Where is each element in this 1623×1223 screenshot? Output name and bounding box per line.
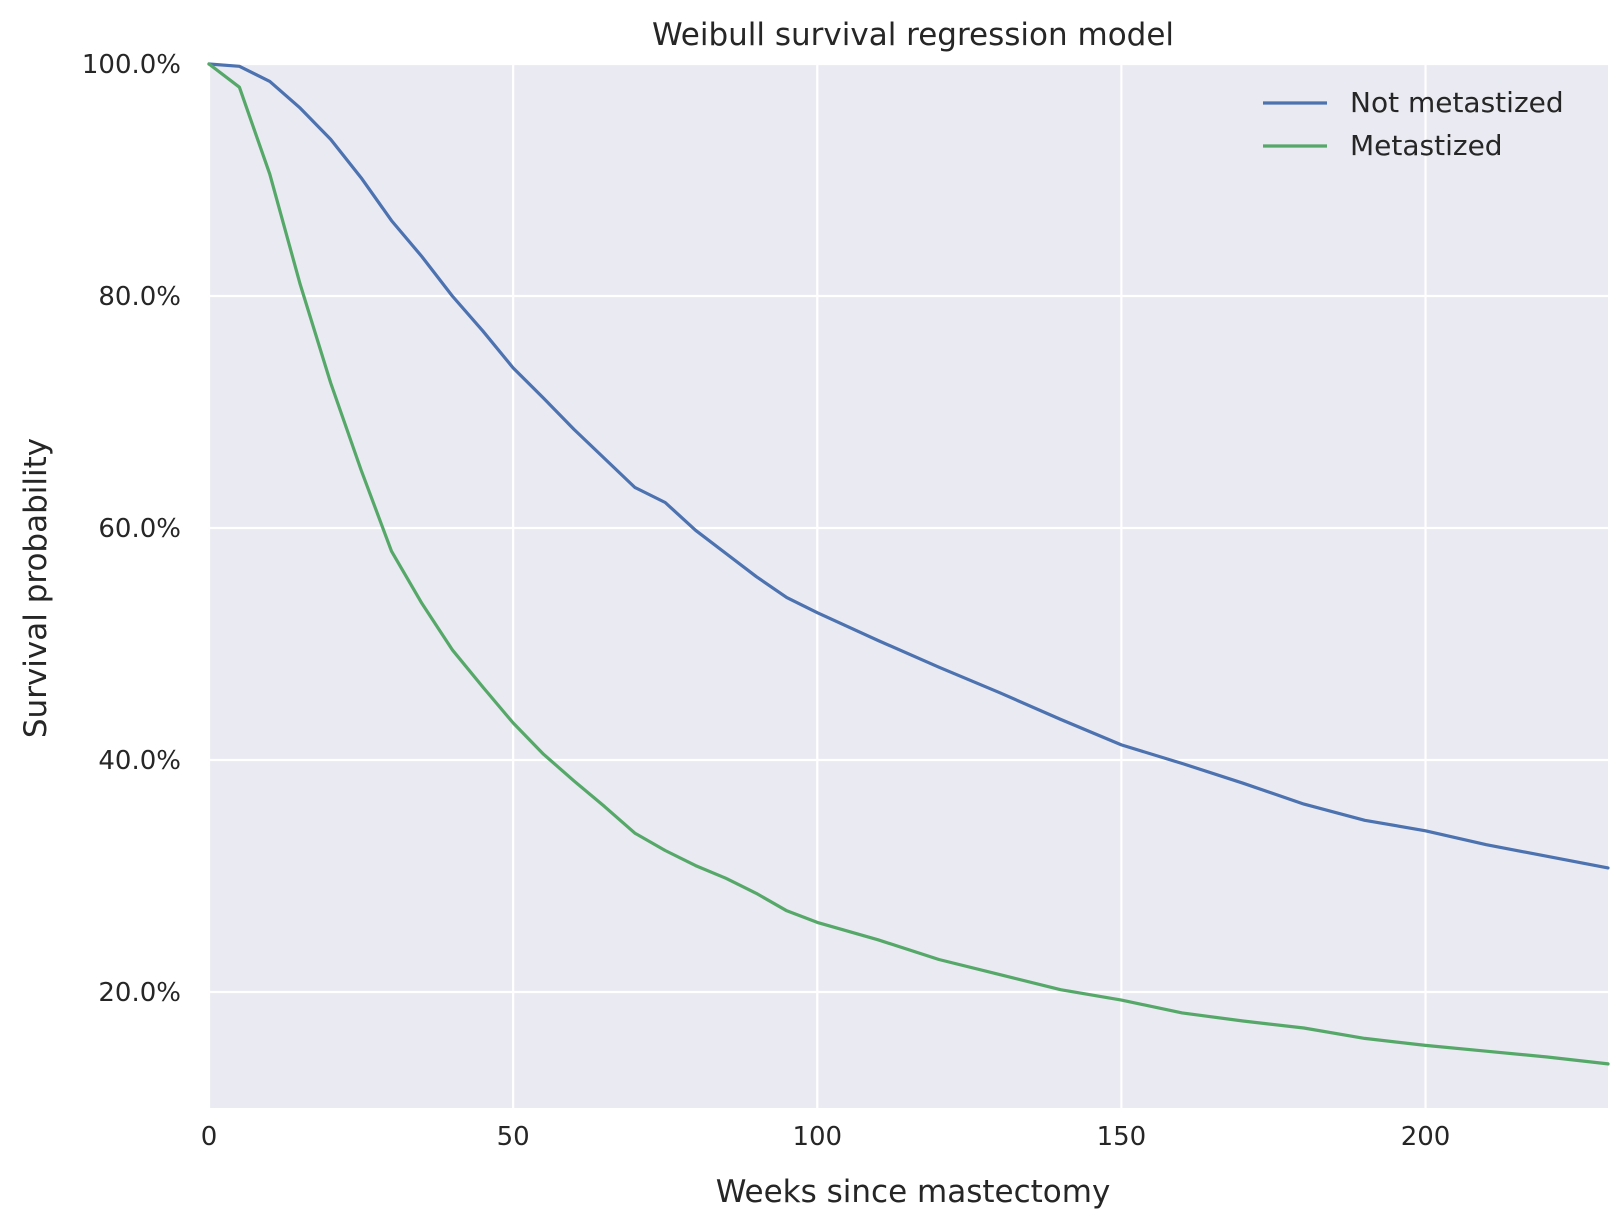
- x-tick-label: 200: [1401, 1122, 1451, 1152]
- y-tick-label: 40.0%: [98, 746, 181, 776]
- legend-label-not-metastized: Not metastized: [1350, 86, 1564, 119]
- y-tick-label: 80.0%: [98, 282, 181, 312]
- legend: Not metastized Metastized: [1263, 86, 1564, 162]
- chart-title: Weibull survival regression model: [652, 17, 1174, 53]
- y-tick-label: 20.0%: [98, 978, 181, 1008]
- series-line-not-metastized: [207, 62, 1610, 870]
- y-tick-label: 100.0%: [82, 50, 181, 80]
- x-tick-label: 0: [201, 1122, 218, 1152]
- x-tick-label: 100: [792, 1122, 842, 1152]
- plot-background: [209, 64, 1608, 1108]
- series-line-metastized: [207, 62, 1610, 1066]
- x-tick-label: 150: [1097, 1122, 1147, 1152]
- series-lines: [207, 62, 1610, 1066]
- x-axis-label: Weeks since mastectomy: [716, 1174, 1111, 1210]
- x-tick-label: 50: [497, 1122, 530, 1152]
- y-axis-label: Survival probability: [18, 438, 54, 738]
- grid-lines: [207, 62, 1608, 1108]
- y-tick-label: 60.0%: [98, 514, 181, 544]
- legend-label-metastized: Metastized: [1350, 129, 1503, 162]
- tick-labels: 0 50 100 150 200 20.0% 40.0% 60.0% 80.0% 100.0%: [82, 50, 1450, 1152]
